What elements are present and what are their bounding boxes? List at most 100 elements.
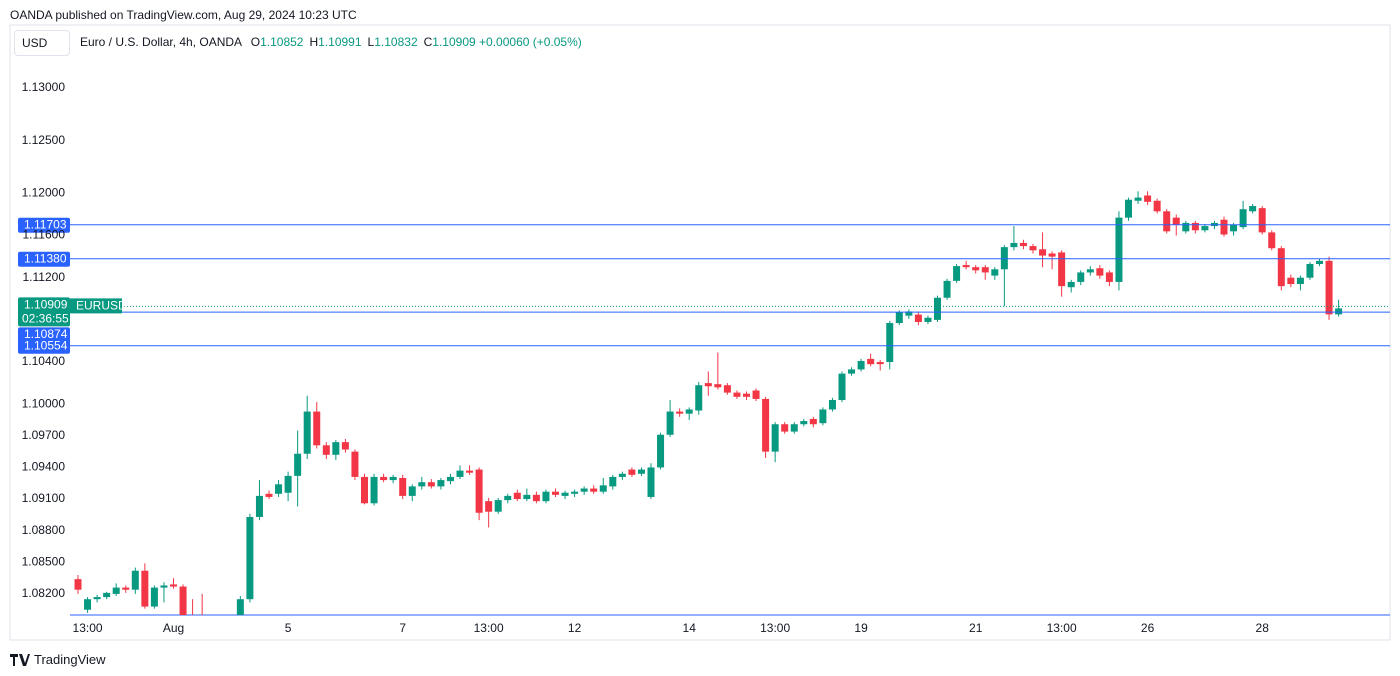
candle-body — [380, 476, 388, 481]
candle-body — [943, 280, 951, 298]
candle-body — [494, 500, 502, 512]
candle-body — [475, 469, 483, 513]
candle-body — [1144, 195, 1152, 202]
x-tick-label: 13:00 — [760, 621, 790, 635]
candle-body — [351, 451, 359, 477]
level-label-box — [18, 327, 70, 343]
y-tick-label: 1.09400 — [22, 460, 66, 474]
candle-body — [1239, 209, 1247, 228]
x-tick-label: 12 — [568, 621, 582, 635]
candle-body — [809, 418, 817, 425]
candle-body — [160, 585, 168, 588]
candle-body — [141, 570, 149, 607]
candle-body — [905, 311, 913, 316]
footer-brand: TradingView — [34, 652, 106, 667]
candle-body — [752, 390, 760, 399]
level-label: 1.11703 — [24, 217, 67, 231]
candle-body — [781, 424, 789, 432]
candle-body — [857, 360, 865, 370]
last-price-label: 1.10909 — [24, 298, 68, 312]
ohlc-value: 1.10832 — [374, 35, 418, 49]
candle-body — [112, 587, 120, 594]
candle-body — [561, 492, 569, 496]
candle-body — [504, 495, 512, 501]
candle-body — [609, 476, 617, 487]
candle-body — [800, 421, 808, 425]
candle-body — [762, 398, 770, 452]
candle-body — [934, 297, 941, 320]
candle-body — [208, 631, 215, 636]
y-tick-label: 1.08200 — [22, 586, 66, 600]
candle-body — [103, 592, 111, 598]
candle-body — [399, 477, 407, 496]
candle-body — [819, 409, 827, 424]
candle-body — [1191, 222, 1199, 231]
candle-body — [370, 476, 378, 504]
candle-body — [657, 434, 665, 468]
candle-body — [790, 424, 798, 432]
candle-body — [886, 323, 894, 363]
candle-body — [895, 312, 903, 324]
ohlc: O1.10852 H1.10991 L1.10832 C1.10909 — [245, 35, 479, 49]
candle-body — [427, 482, 435, 487]
candle-body — [361, 476, 368, 504]
candle-body — [1220, 219, 1228, 235]
candle-body — [771, 424, 779, 452]
candle-body — [84, 599, 92, 610]
candle-body — [704, 383, 712, 387]
y-tick-label: 1.11200 — [23, 270, 66, 284]
ohlc-key: C — [423, 35, 433, 49]
y-tick-label: 1.09700 — [22, 428, 66, 442]
candle-body — [1096, 268, 1104, 276]
candle-body — [437, 480, 445, 487]
candle-body — [848, 369, 856, 374]
currency-button[interactable]: USD — [14, 30, 70, 56]
candle-body — [1201, 226, 1209, 231]
candle-body — [122, 587, 130, 590]
x-tick-label: 19 — [854, 621, 868, 635]
candle-body — [666, 411, 674, 435]
candle-body — [637, 469, 645, 474]
level-label-box — [18, 251, 70, 267]
candle-body — [332, 442, 340, 455]
candle-body — [580, 488, 588, 492]
candle-body — [1306, 264, 1314, 278]
y-tick-label: 1.08500 — [22, 554, 66, 568]
symbol-box — [70, 298, 122, 314]
y-tick-label: 1.10000 — [22, 396, 66, 410]
candle-body — [743, 393, 750, 397]
candle-body — [981, 267, 989, 273]
candle-body — [275, 484, 283, 494]
candle-body — [571, 491, 579, 494]
y-tick-label: 1.08800 — [22, 523, 66, 537]
candle-body — [227, 626, 234, 631]
footer: TradingView — [10, 652, 106, 667]
x-tick-label: 5 — [285, 621, 292, 635]
candle-body — [695, 385, 703, 411]
candle-body — [1067, 281, 1075, 288]
x-tick-label: 28 — [1256, 621, 1270, 635]
candle-body — [131, 570, 139, 590]
x-tick-label: 21 — [969, 621, 983, 635]
x-tick-label: 13:00 — [73, 621, 103, 635]
candle-body — [294, 453, 302, 476]
candles — [74, 191, 1343, 636]
candle-body — [1077, 272, 1085, 282]
candle-body — [685, 409, 693, 414]
candle-body — [876, 362, 884, 365]
candle-body — [255, 495, 263, 517]
y-tick-label: 1.12000 — [22, 186, 66, 200]
candle-body — [1296, 277, 1304, 285]
candle-body — [322, 445, 330, 455]
candle-body — [1029, 246, 1037, 251]
candle-body — [1105, 272, 1113, 282]
candle-body — [599, 485, 607, 492]
candle-body — [1287, 277, 1295, 285]
candle-body — [1172, 217, 1180, 226]
candle-body — [733, 392, 741, 397]
candle-body — [1325, 260, 1333, 315]
candle-body — [962, 265, 970, 268]
candle-body — [532, 494, 540, 502]
